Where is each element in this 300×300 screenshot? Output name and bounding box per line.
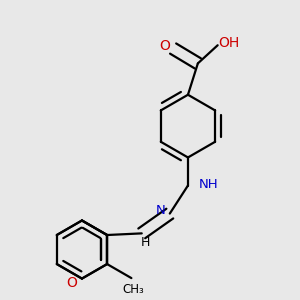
Text: NH: NH xyxy=(199,178,218,191)
Text: H: H xyxy=(141,236,150,249)
Text: N: N xyxy=(156,204,165,218)
Text: CH₃: CH₃ xyxy=(122,283,144,296)
Text: OH: OH xyxy=(219,36,240,50)
Text: O: O xyxy=(67,275,77,290)
Text: O: O xyxy=(159,39,170,53)
